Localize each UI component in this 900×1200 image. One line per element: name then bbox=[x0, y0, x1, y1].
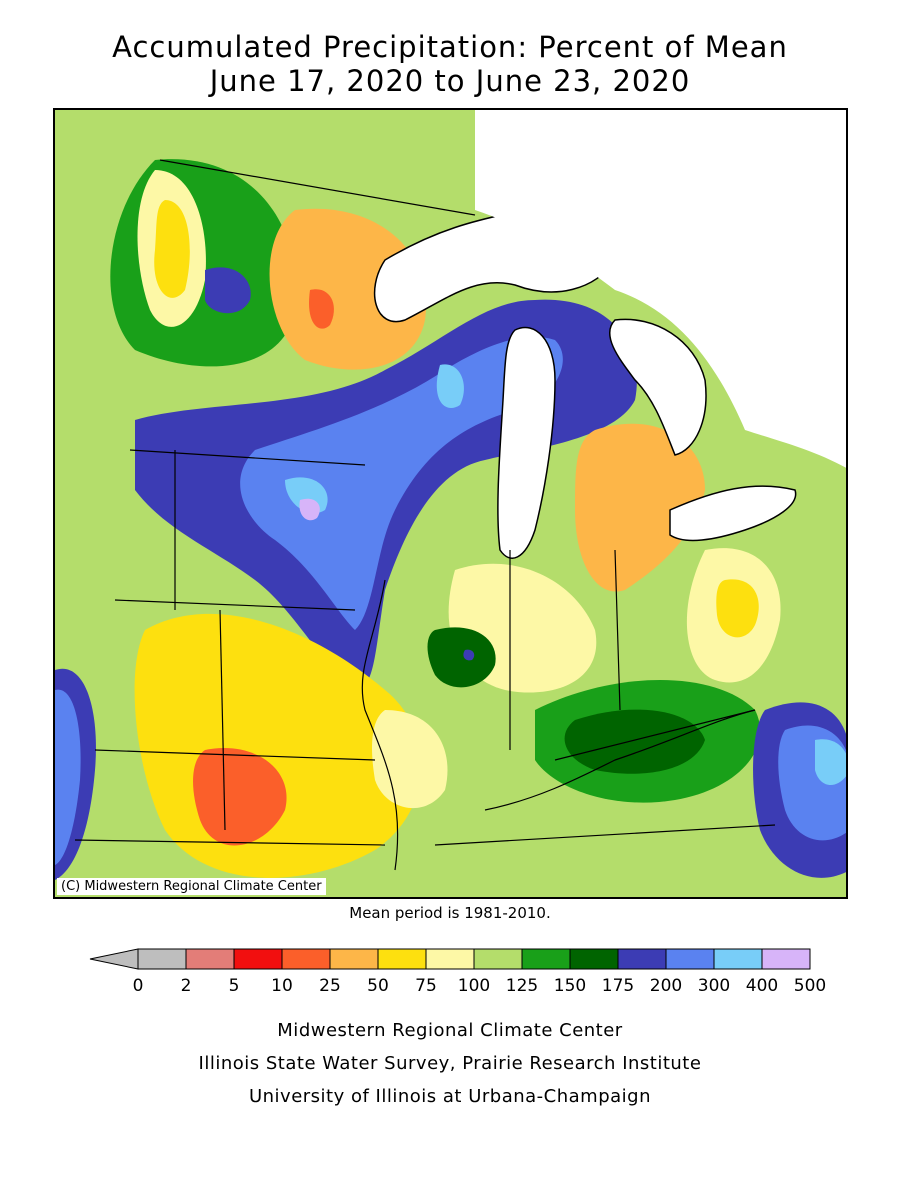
map-date-range: June 17, 2020 to June 23, 2020 bbox=[209, 64, 691, 98]
legend-swatch bbox=[425, 948, 475, 970]
legend-swatch bbox=[617, 948, 667, 970]
legend-color-boxes bbox=[89, 948, 811, 970]
region-lightblue-wi bbox=[436, 364, 464, 409]
region-yellow-michigan bbox=[575, 423, 705, 592]
legend-swatch bbox=[761, 948, 811, 970]
footer-org: Midwestern Regional Climate Center bbox=[277, 1020, 623, 1041]
legend-tick-label: 175 bbox=[601, 976, 635, 996]
legend-tick-label: 300 bbox=[697, 976, 731, 996]
legend-swatch bbox=[377, 948, 427, 970]
legend-swatch bbox=[137, 948, 187, 970]
border-ne-ks bbox=[94, 749, 376, 761]
legend-swatch bbox=[185, 948, 235, 970]
legend-tick-label: 50 bbox=[367, 976, 389, 996]
border-ohio-river bbox=[484, 709, 756, 811]
border-ky-tn bbox=[434, 824, 776, 846]
region-lavender-mn bbox=[299, 498, 320, 521]
region-yellow-nd bbox=[154, 200, 190, 298]
legend-tick-label: 400 bbox=[745, 976, 779, 996]
legend-swatch bbox=[473, 948, 523, 970]
lake-huron bbox=[608, 318, 707, 456]
legend-tick-label: 500 bbox=[793, 976, 827, 996]
border-oh-ky bbox=[554, 709, 756, 761]
legend-tick-label: 0 bbox=[132, 976, 144, 996]
legend-swatch bbox=[665, 948, 715, 970]
footer-university: University of Illinois at Urbana-Champai… bbox=[248, 1086, 652, 1107]
legend-tick-label: 125 bbox=[505, 976, 539, 996]
region-yellow-mn bbox=[269, 208, 427, 370]
state-borders bbox=[74, 159, 776, 871]
legend-swatch bbox=[521, 948, 571, 970]
legend-tick-label: 25 bbox=[319, 976, 341, 996]
lake-michigan bbox=[497, 326, 556, 559]
precipitation-map: (C) Midwestern Regional Climate Center bbox=[53, 108, 848, 899]
legend-tick-label: 10 bbox=[271, 976, 293, 996]
legend-tick-label: 75 bbox=[415, 976, 437, 996]
region-royalblue-core bbox=[240, 336, 563, 630]
region-darkgreen-ky bbox=[564, 709, 705, 774]
region-blue-il-dot bbox=[463, 649, 475, 661]
border-northern-us bbox=[159, 159, 476, 216]
legend-arrow bbox=[89, 948, 139, 970]
border-mississippi bbox=[361, 579, 399, 871]
region-royalblue-west bbox=[55, 689, 81, 865]
mean-period-note: Mean period is 1981-2010. bbox=[349, 904, 551, 922]
legend-swatch bbox=[713, 948, 763, 970]
map-field bbox=[55, 110, 846, 897]
legend-tick-label: 150 bbox=[553, 976, 587, 996]
region-paleyellow-mo bbox=[372, 710, 448, 809]
border-in-oh bbox=[614, 549, 621, 711]
legend-swatch bbox=[233, 948, 283, 970]
border-ia-mo bbox=[219, 609, 226, 831]
footer-survey: Illinois State Water Survey, Prairie Res… bbox=[198, 1053, 702, 1074]
color-legend bbox=[89, 948, 811, 970]
region-darkblue-nd bbox=[205, 267, 251, 314]
border-sd-ne bbox=[114, 599, 356, 611]
border-nd-sd bbox=[129, 449, 366, 466]
map-title: Accumulated Precipitation: Percent of Me… bbox=[112, 30, 788, 64]
lake-erie bbox=[669, 485, 797, 542]
region-yellow-oh bbox=[716, 579, 759, 638]
region-orange-ks bbox=[193, 748, 287, 846]
legend-swatch bbox=[329, 948, 379, 970]
region-orange-mn-wi bbox=[309, 289, 334, 329]
copyright-label: (C) Midwestern Regional Climate Center bbox=[57, 878, 326, 895]
legend-tick-label: 200 bbox=[649, 976, 683, 996]
legend-swatch bbox=[569, 948, 619, 970]
legend-tick-label: 100 bbox=[457, 976, 491, 996]
legend-swatch bbox=[281, 948, 331, 970]
legend-tick-label: 5 bbox=[228, 976, 240, 996]
region-darkgreen-il bbox=[427, 627, 496, 688]
canada-region bbox=[475, 110, 846, 468]
legend-tick-label: 2 bbox=[180, 976, 192, 996]
great-lakes bbox=[373, 110, 846, 559]
region-lightblue-east bbox=[815, 739, 846, 785]
border-ks-ok bbox=[74, 839, 386, 846]
